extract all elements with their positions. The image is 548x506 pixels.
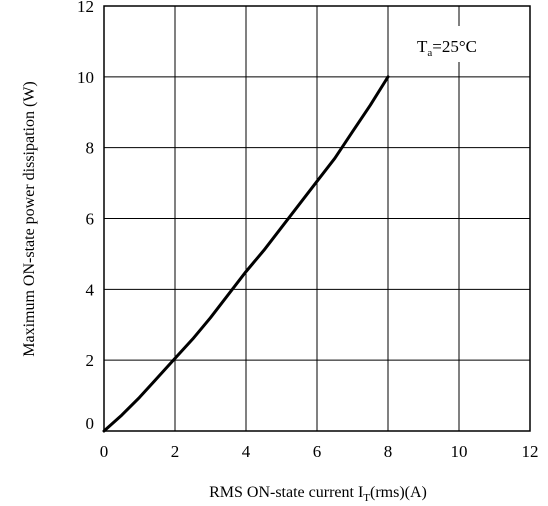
y-tick-label: 10 [77, 68, 94, 87]
x-axis-label: RMS ON-state current IT(rms)(A) [209, 484, 427, 504]
annotation-subscript: a [427, 47, 432, 59]
annotation-main: T [417, 37, 428, 56]
series-line [102, 75, 390, 433]
y-tick-label: 0 [86, 414, 95, 433]
y-tick-label: 4 [86, 280, 95, 299]
x-axis-label-main: RMS ON-state current I [209, 484, 363, 501]
annotation-background [407, 26, 505, 62]
annotation-label: Ta=25°C [417, 37, 477, 59]
x-tick-labels: 0 2 4 6 8 10 12 [100, 442, 539, 461]
x-axis-label-subscript: T [363, 492, 370, 504]
annotation-box [407, 26, 505, 62]
y-tick-label: 12 [77, 0, 94, 16]
annotation-rest: =25°C [432, 37, 477, 56]
y-axis-label: Maximum ON-state power dissipation (W) [21, 81, 38, 357]
x-tick-label: 12 [522, 442, 539, 461]
y-tick-label: 6 [86, 210, 95, 229]
y-tick-label: 2 [86, 351, 95, 370]
x-tick-label: 6 [313, 442, 322, 461]
plot-frame [103, 5, 531, 432]
x-axis-label-suffix: (rms)(A) [370, 484, 427, 501]
x-tick-label: 4 [242, 442, 251, 461]
series-group [102, 75, 390, 433]
x-tick-label: 0 [100, 442, 109, 461]
x-tick-label: 8 [384, 442, 393, 461]
y-tick-labels: 0 2 4 6 8 10 12 [77, 0, 95, 433]
plot-border [103, 5, 531, 432]
x-tick-label: 2 [171, 442, 180, 461]
x-tick-label: 10 [451, 442, 468, 461]
y-tick-label: 8 [86, 139, 95, 158]
